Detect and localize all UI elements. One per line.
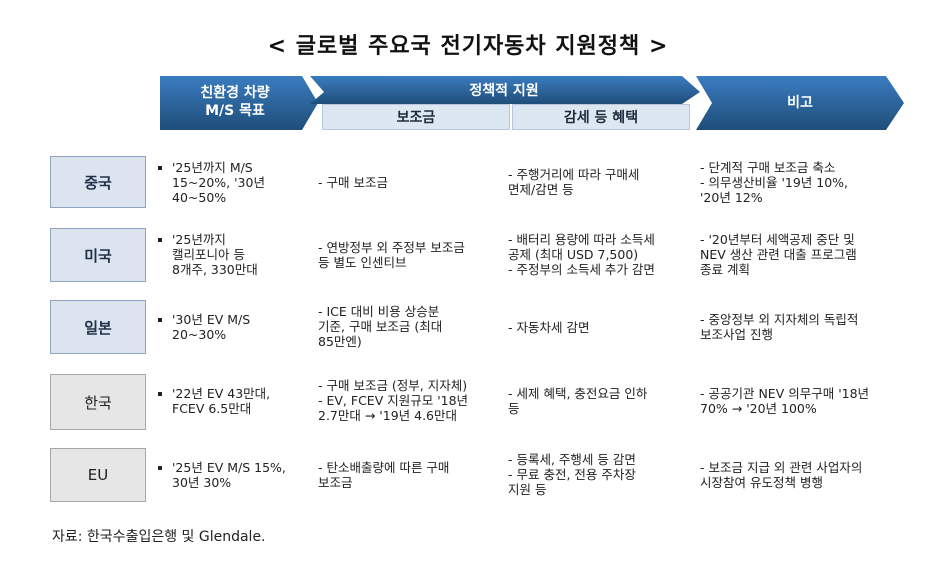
remark-line: - 보조금 지급 외 관련 사업자의 (700, 460, 863, 475)
goal-eu: '25년 EV M/S 15%, 30년 30% (158, 460, 286, 490)
tax-line: - 배터리 용량에 따라 소득세 (508, 232, 655, 247)
tax-eu: - 등록세, 주행세 등 감면 - 무료 충전, 전용 주차장 지원 등 (508, 452, 636, 497)
tax-korea: - 세제 혜택, 충전요금 인하 등 (508, 386, 647, 416)
tax-line: - 무료 충전, 전용 주차장 (508, 467, 636, 482)
subsidy-line: 85만엔) (318, 334, 362, 349)
remark-line: '20년 12% (700, 190, 763, 205)
tax-japan: - 자동차세 감면 (508, 320, 589, 335)
bullet-icon (158, 466, 162, 470)
subsidy-line: - ICE 대비 비용 상승분 (318, 304, 440, 319)
remark-line: - '20년부터 세액공제 중단 및 (700, 232, 855, 247)
subsidy-line: 기준, 구매 보조금 (최대 (318, 319, 443, 334)
country-usa: 미국 (50, 228, 146, 282)
remark-china: - 단계적 구매 보조금 축소 - 의무생산비율 '19년 10%, '20년 … (700, 160, 848, 205)
tax-line: - 주행거리에 따라 구매세 (508, 167, 640, 182)
header-banner (160, 76, 904, 130)
country-japan: 일본 (50, 300, 146, 354)
goal-korea: '22년 EV 43만대, FCEV 6.5만대 (158, 386, 270, 416)
subsidy-line: - 연방정부 외 주정부 보조금 (318, 240, 465, 255)
subsidy-china: - 구매 보조금 (318, 175, 388, 190)
remark-line: 종료 계획 (700, 262, 750, 277)
goal-line: 40~50% (172, 190, 227, 205)
policy-header: 정책적 지원 (469, 83, 539, 99)
tax-subheader: 감세 등 혜택 (512, 104, 690, 130)
goal-china: '25년까지 M/S 15~20%, '30년 40~50% (158, 160, 265, 205)
goal-usa: '25년까지 캘리포니아 등 8개주, 330만대 (158, 232, 258, 277)
goal-line: 30년 30% (172, 475, 232, 490)
remark-line: - 중앙정부 외 지자체의 독립적 (700, 312, 859, 327)
goal-line: 20~30% (172, 327, 227, 342)
tax-line: 면제/감면 등 (508, 182, 574, 197)
bullet-icon (158, 392, 162, 396)
tax-line: 등 (508, 401, 520, 416)
goal-line: '25년 EV M/S 15%, (172, 460, 286, 475)
subsidy-line: - 탄소배출량에 따른 구매 (318, 460, 450, 475)
subsidy-eu: - 탄소배출량에 따른 구매 보조금 (318, 460, 449, 490)
subsidy-subheader: 보조금 (322, 104, 510, 130)
goal-line: '25년까지 M/S (172, 160, 253, 175)
page-title: < 글로벌 주요국 전기자동차 지원정책 > (267, 34, 669, 59)
goal-header-arrow (160, 76, 318, 130)
bullet-icon (158, 166, 162, 170)
subsidy-line: - 구매 보조금 (정부, 지자체) (318, 378, 468, 393)
remark-line: 보조사업 진행 (700, 327, 773, 342)
subsidy-line: - 구매 보조금 (318, 175, 388, 190)
subsidy-japan: - ICE 대비 비용 상승분 기준, 구매 보조금 (최대 85만엔) (318, 304, 442, 349)
remark-line: - 단계적 구매 보조금 축소 (700, 160, 836, 175)
country-korea: 한국 (50, 374, 146, 430)
goal-japan: '30년 EV M/S 20~30% (158, 312, 250, 342)
subsidy-usa: - 연방정부 외 주정부 보조금 등 별도 인센티브 (318, 240, 465, 270)
goal-line: '25년까지 (172, 232, 226, 247)
goal-line: 8개주, 330만대 (172, 262, 258, 277)
tax-usa: - 배터리 용량에 따라 소득세 공제 (최대 USD 7,500) - 주정부… (508, 232, 655, 277)
remark-line: 70% → '20년 100% (700, 401, 817, 416)
goal-line: FCEV 6.5만대 (172, 401, 252, 416)
tax-line: - 주정부의 소득세 추가 감면 (508, 262, 655, 277)
tax-line: - 세제 혜택, 충전요금 인하 (508, 386, 648, 401)
country-eu: EU (50, 448, 146, 502)
remark-eu: - 보조금 지급 외 관련 사업자의 시장참여 유도정책 병행 (700, 460, 862, 490)
remark-line: - 의무생산비율 '19년 10%, (700, 175, 849, 190)
tax-line: 지원 등 (508, 482, 547, 497)
goal-header: 친환경 차량 M/S 목표 (160, 84, 310, 120)
source-note: 자료: 한국수출입은행 및 Glendale. (52, 529, 266, 545)
tax-line: - 등록세, 주행세 등 감면 (508, 452, 636, 467)
remark-line: NEV 생산 관련 대출 프로그램 (700, 247, 857, 262)
tax-line: - 자동차세 감면 (508, 320, 590, 335)
country-china: 중국 (50, 156, 146, 208)
goal-line: 15~20%, '30년 (172, 175, 265, 190)
tax-china: - 주행거리에 따라 구매세 면제/감면 등 (508, 167, 639, 197)
goal-line: 캘리포니아 등 (172, 247, 245, 262)
goal-line: '22년 EV 43만대, (172, 386, 271, 401)
subsidy-line: 등 별도 인센티브 (318, 255, 407, 270)
remark-korea: - 공공기관 NEV 의무구매 '18년 70% → '20년 100% (700, 386, 869, 416)
remark-line: - 공공기관 NEV 의무구매 '18년 (700, 386, 870, 401)
remark-line: 시장참여 유도정책 병행 (700, 475, 823, 490)
tax-line: 공제 (최대 USD 7,500) (508, 247, 639, 262)
policy-header-arrow (310, 76, 700, 104)
remark-header-arrow (696, 76, 904, 130)
subsidy-line: 보조금 (318, 475, 353, 490)
goal-header-line-1: 친환경 차량 (200, 85, 270, 101)
subsidy-line: - EV, FCEV 지원규모 '18년 (318, 393, 469, 408)
remark-japan: - 중앙정부 외 지자체의 독립적 보조사업 진행 (700, 312, 858, 342)
bullet-icon (158, 238, 162, 242)
subsidy-korea: - 구매 보조금 (정부, 지자체) - EV, FCEV 지원규모 '18년 … (318, 378, 468, 423)
subsidy-line: 2.7만대 → '19년 4.6만대 (318, 408, 457, 423)
remark-header: 비고 (787, 95, 813, 111)
remark-usa: - '20년부터 세액공제 중단 및 NEV 생산 관련 대출 프로그램 종료 … (700, 232, 857, 277)
goal-line: '30년 EV M/S (172, 312, 251, 327)
bullet-icon (158, 318, 162, 322)
goal-header-line-2: M/S 목표 (205, 103, 265, 119)
